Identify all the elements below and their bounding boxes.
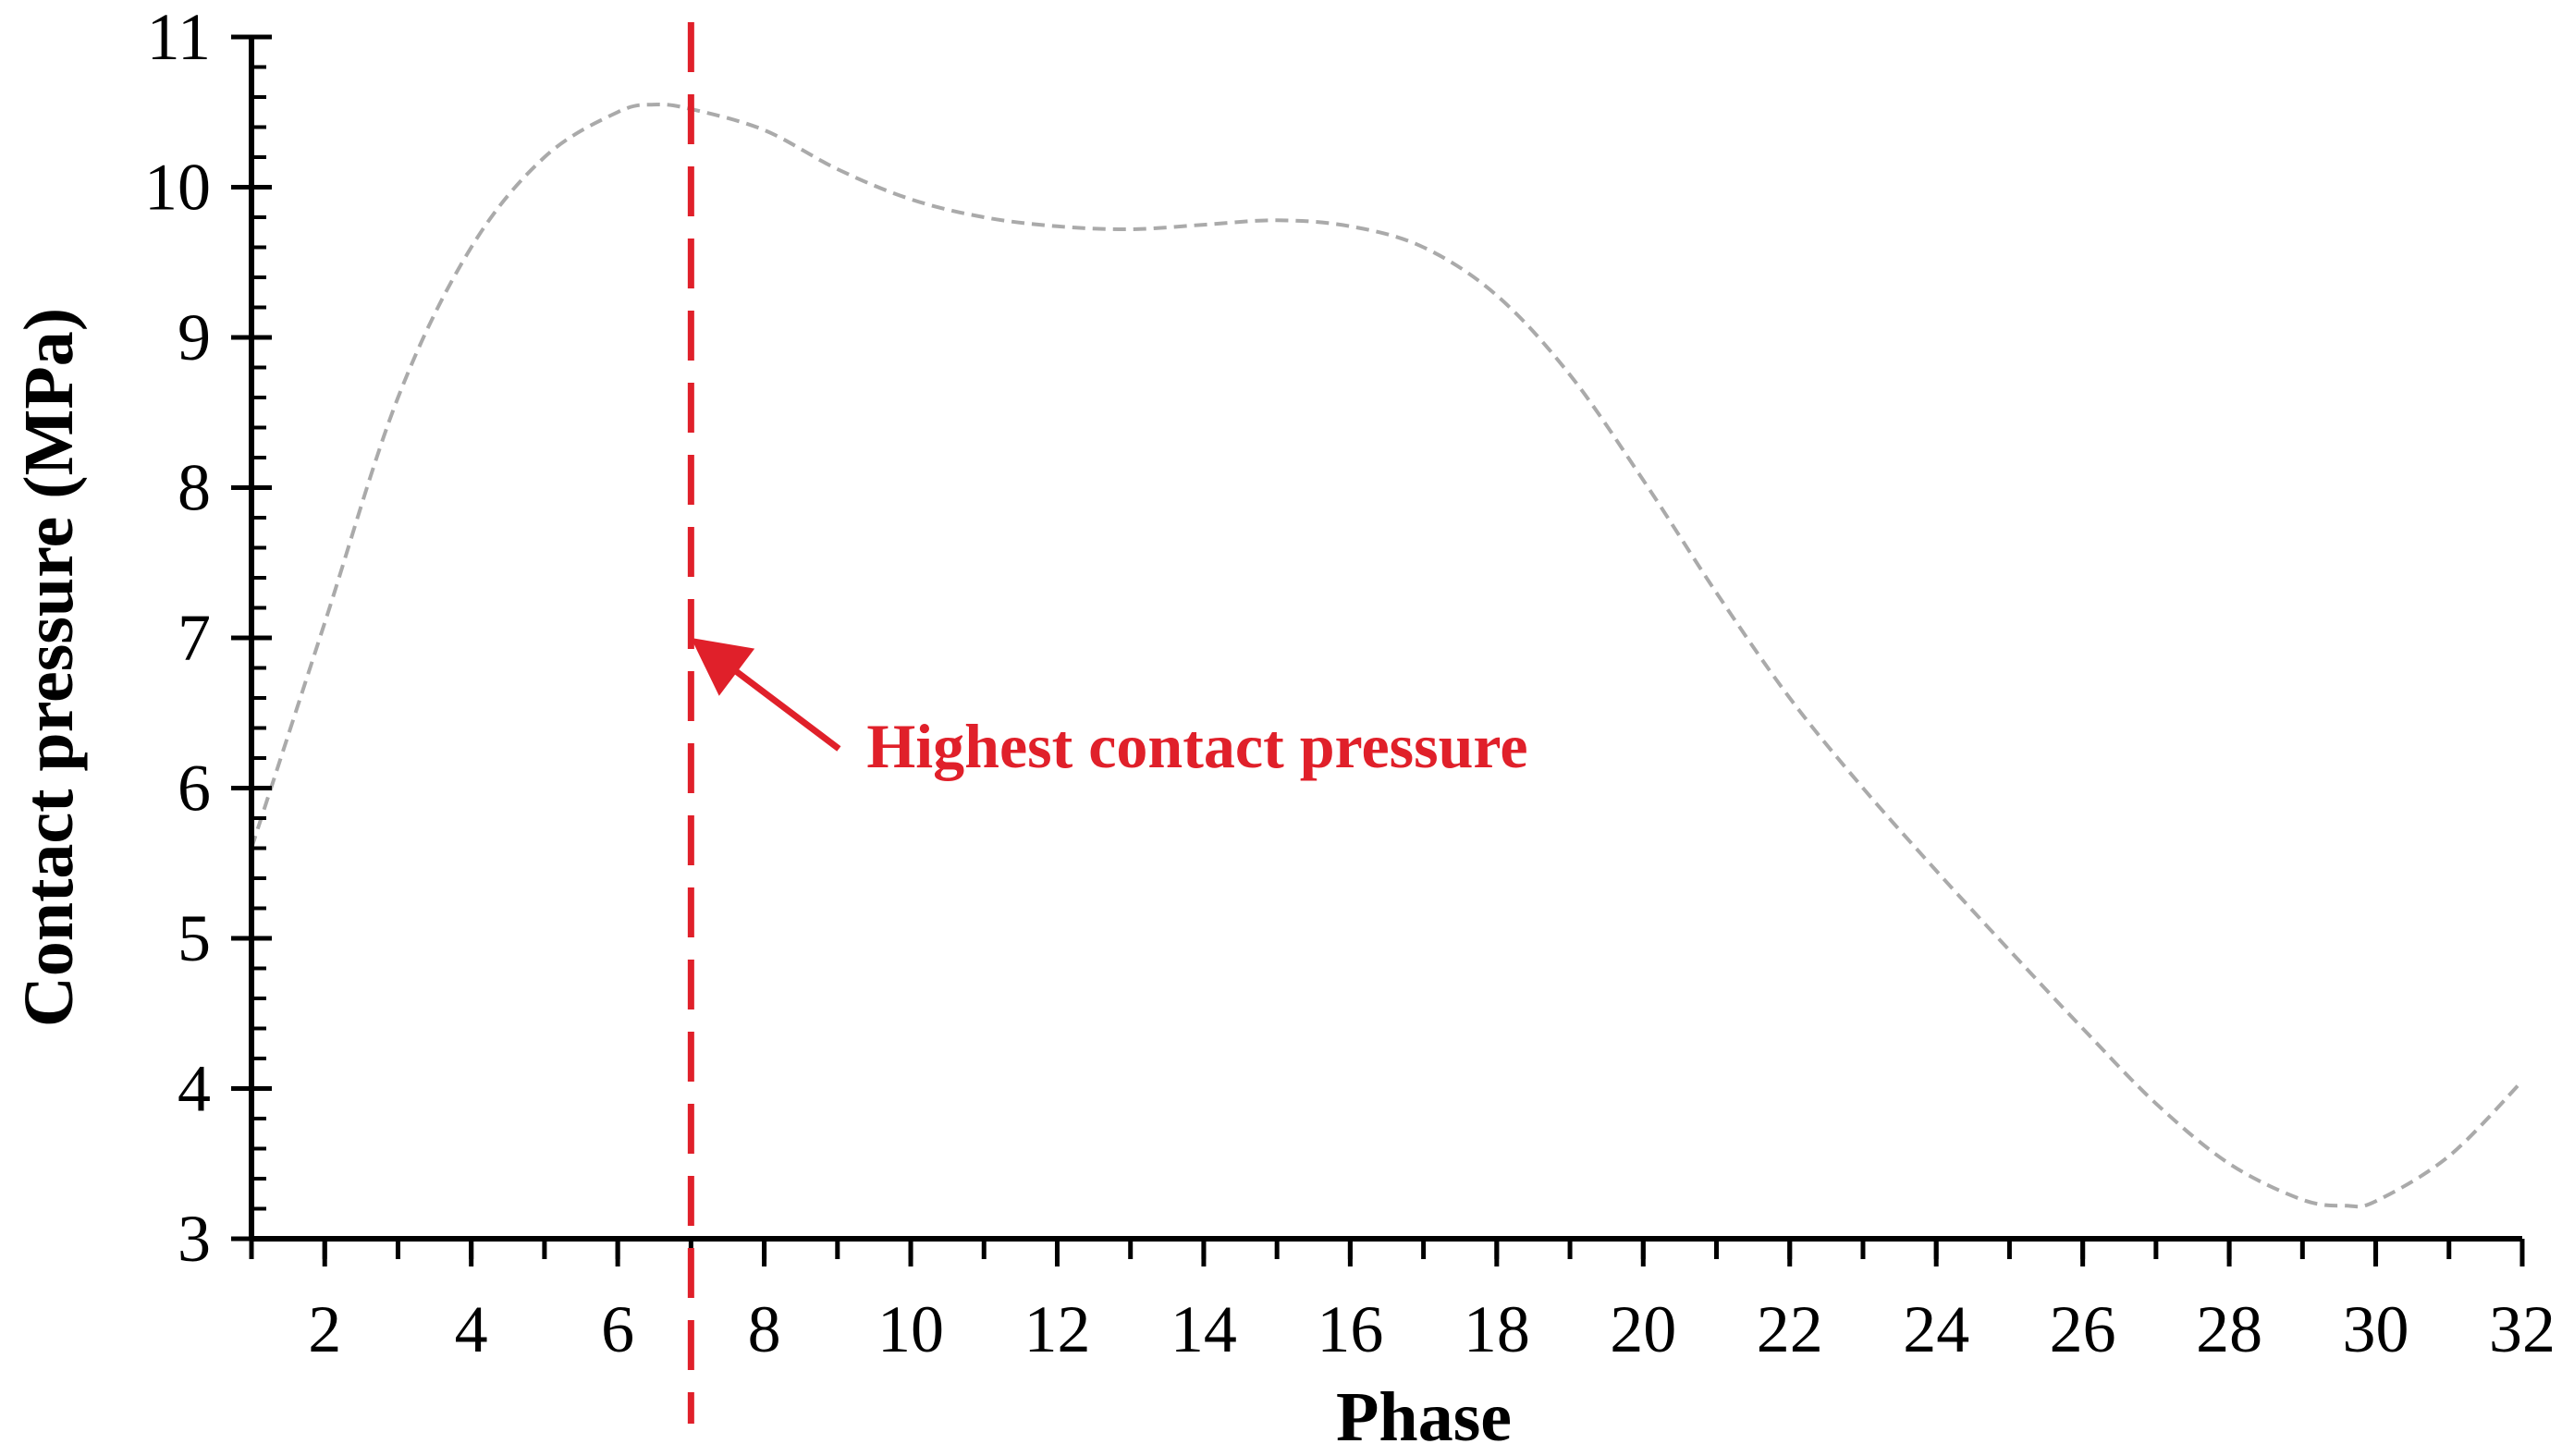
y-tick-label: 7	[178, 601, 211, 675]
x-tick-label: 18	[1464, 1292, 1530, 1366]
plot-series	[250, 102, 2524, 1209]
y-tick-label: 5	[178, 901, 211, 975]
x-tick-label: 12	[1023, 1292, 1090, 1366]
y-tick-label: 6	[178, 752, 211, 826]
x-tick-label: 4	[455, 1292, 488, 1366]
y-axis-title: Contact pressure (MPa)	[10, 308, 88, 1027]
x-tick-label: 8	[748, 1292, 781, 1366]
x-tick-label: 2	[308, 1292, 341, 1366]
y-axis: 3 4 5 6 7 8 9 10 11	[144, 0, 272, 1276]
y-tick-label: 4	[178, 1052, 211, 1126]
annotation-label: Highest contact pressure	[866, 711, 1527, 781]
x-tick-label: 28	[2196, 1292, 2262, 1366]
annotation-arrow-head	[691, 638, 755, 696]
y-tick-label: 3	[178, 1202, 211, 1276]
x-tick-label: 6	[601, 1292, 634, 1366]
x-tick-label: 24	[1903, 1292, 1969, 1366]
y-tick-label: 8	[178, 451, 211, 525]
x-axis-title: Phase	[1336, 1378, 1512, 1456]
annotations: Highest contact pressure	[687, 22, 1528, 1424]
y-tick-label: 10	[144, 151, 211, 225]
y-tick-label: 9	[178, 300, 211, 374]
x-tick-label: 10	[877, 1292, 944, 1366]
x-axis: 2 4 6 8 10 12 14 16 18 20 22 24 26 28 30 32	[249, 1236, 2556, 1366]
x-tick-label: 22	[1757, 1292, 1823, 1366]
x-tick-label: 20	[1610, 1292, 1676, 1366]
annotation-arrow-shaft	[717, 655, 841, 752]
x-tick-label: 30	[2343, 1292, 2409, 1366]
x-tick-label: 14	[1171, 1292, 1237, 1366]
x-tick-label: 32	[2489, 1292, 2556, 1366]
x-tick-label: 26	[2050, 1292, 2116, 1366]
y-tick-label: 11	[147, 0, 211, 74]
x-tick-label: 16	[1317, 1292, 1383, 1366]
contact-pressure-line	[250, 102, 2524, 1209]
